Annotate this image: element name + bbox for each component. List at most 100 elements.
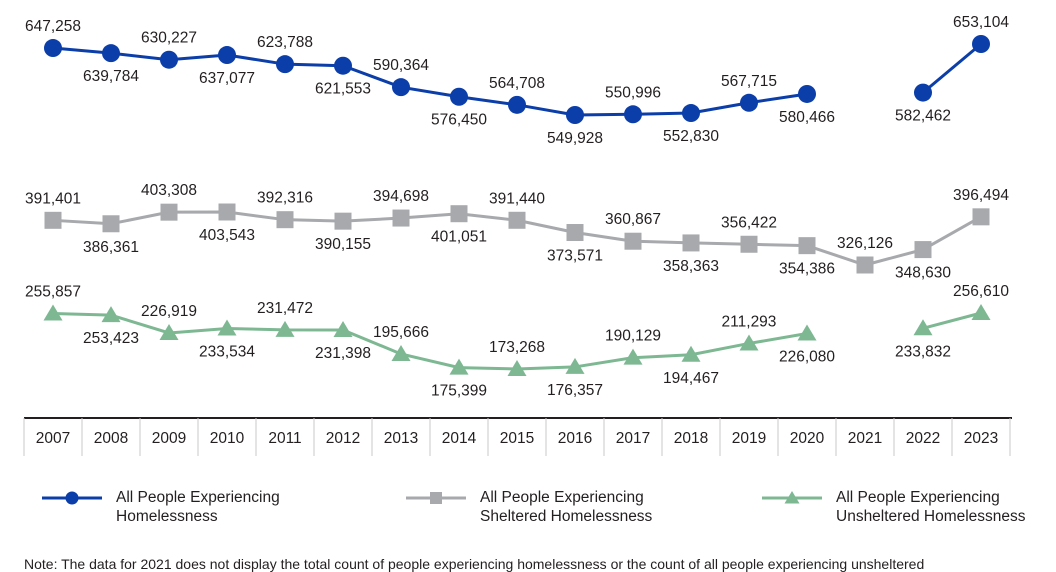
x-tick-label: 2020 — [790, 430, 825, 447]
data-point-square — [914, 241, 932, 259]
data-point-triangle — [565, 357, 585, 374]
data-point-circle — [392, 78, 410, 97]
legend-label: All People Experiencing Unsheltered Home… — [836, 489, 1026, 525]
data-label: 176,357 — [547, 382, 603, 399]
data-label: 326,126 — [837, 235, 893, 252]
data-label: 226,080 — [779, 349, 835, 366]
data-point-circle — [972, 35, 990, 53]
legend-item-all-people: All People Experiencing Homelessness — [40, 488, 280, 526]
x-tick-label: 2015 — [500, 430, 534, 447]
data-point-triangle — [797, 324, 817, 341]
data-label: 360,867 — [605, 211, 661, 228]
series-line — [922, 311, 982, 330]
data-label: 637,077 — [199, 70, 255, 87]
x-tick-label: 2019 — [732, 430, 766, 447]
data-label: 231,472 — [257, 300, 313, 317]
legend-swatch-circle-icon — [40, 488, 104, 508]
data-point-circle — [334, 56, 352, 75]
legend-swatch-graphic — [42, 491, 102, 505]
data-point-circle — [682, 104, 700, 123]
data-label: 401,051 — [431, 229, 487, 246]
data-point-circle — [276, 55, 294, 74]
data-label: 550,996 — [605, 84, 661, 101]
data-point-square — [392, 209, 410, 227]
data-point-triangle — [217, 319, 237, 336]
data-point-triangle — [101, 306, 121, 323]
data-point-triangle — [159, 323, 179, 340]
homelessness-line-chart: 2007 2008 2009 2010 2011 2012 2013 2014 2015 2016… — [23, 14, 1012, 456]
data-label: 647,258 — [25, 18, 81, 35]
x-tick-label: 2007 — [36, 430, 70, 447]
data-label: 390,155 — [315, 236, 371, 253]
legend-item-sheltered: All People Experiencing Sheltered Homele… — [404, 488, 652, 526]
legend-swatch-graphic — [762, 491, 822, 504]
data-point-square — [972, 208, 990, 226]
series-line — [52, 312, 808, 371]
data-label: 226,919 — [141, 303, 197, 320]
data-label: 253,423 — [83, 330, 139, 347]
data-point-square — [276, 211, 294, 229]
x-tick-label: 2022 — [906, 430, 940, 447]
data-point-square — [566, 224, 584, 242]
data-point-square — [450, 205, 468, 223]
x-tick-label: 2012 — [326, 430, 360, 447]
data-point-circle — [798, 84, 816, 103]
x-tick-label: 2018 — [674, 430, 708, 447]
data-label: 255,857 — [25, 284, 81, 301]
legend-swatch-triangle-icon — [760, 488, 824, 508]
data-label: 256,610 — [953, 283, 1009, 300]
legend-swatch-graphic — [406, 492, 466, 504]
x-tick-label: 2014 — [442, 430, 477, 447]
series-line — [922, 42, 982, 94]
x-tick-label: 2008 — [94, 430, 128, 447]
data-label: 190,129 — [605, 328, 661, 345]
data-label: 403,543 — [199, 227, 255, 244]
data-label: 194,467 — [663, 370, 719, 387]
data-point-triangle — [43, 304, 63, 321]
data-label: 233,832 — [895, 343, 951, 360]
data-label: 175,399 — [431, 383, 487, 400]
data-label: 195,666 — [373, 324, 429, 341]
data-label: 391,401 — [25, 190, 81, 207]
legend-item-unsheltered: All People Experiencing Unsheltered Home… — [760, 488, 1026, 526]
data-point-triangle — [681, 345, 701, 362]
data-point-triangle — [275, 320, 295, 337]
data-label: 348,630 — [895, 265, 951, 282]
legend-marker — [430, 492, 442, 504]
data-label: 567,715 — [721, 73, 777, 90]
data-point-circle — [44, 39, 62, 58]
data-label: 630,227 — [141, 30, 197, 47]
data-point-triangle — [739, 334, 759, 351]
data-point-circle — [160, 50, 178, 69]
data-label: 403,308 — [141, 182, 197, 199]
x-tick-label: 2010 — [210, 430, 245, 447]
data-point-triangle — [507, 360, 527, 376]
x-tick-label: 2023 — [964, 430, 998, 447]
data-point-triangle — [913, 319, 933, 336]
data-point-square — [218, 203, 236, 221]
data-label: 623,788 — [257, 34, 313, 51]
data-point-circle — [914, 83, 932, 102]
data-label: 394,698 — [373, 188, 429, 205]
data-label: 564,708 — [489, 75, 545, 92]
data-point-circle — [102, 44, 120, 63]
data-label: 231,398 — [315, 345, 371, 362]
data-label: 373,571 — [547, 248, 603, 265]
data-label: 549,928 — [547, 130, 603, 147]
data-point-triangle — [971, 304, 991, 320]
data-label: 396,494 — [953, 187, 1009, 204]
series-line — [52, 46, 808, 117]
data-label: 386,361 — [83, 239, 139, 256]
data-point-square — [160, 203, 178, 221]
data-point-circle — [508, 95, 526, 114]
data-label: 358,363 — [663, 258, 719, 275]
data-label: 173,268 — [489, 339, 545, 356]
data-point-circle — [624, 105, 642, 124]
data-point-triangle — [333, 320, 353, 337]
data-point-square — [740, 235, 758, 253]
series-group: 391,401 386,361 403,308 403,543 392,316 390,1… — [25, 182, 1009, 281]
series-group: 647,258 639,784 630,227 637,077 623,788 621,5… — [25, 14, 1009, 147]
data-label: 621,553 — [315, 81, 371, 98]
data-label: 356,422 — [721, 214, 777, 231]
